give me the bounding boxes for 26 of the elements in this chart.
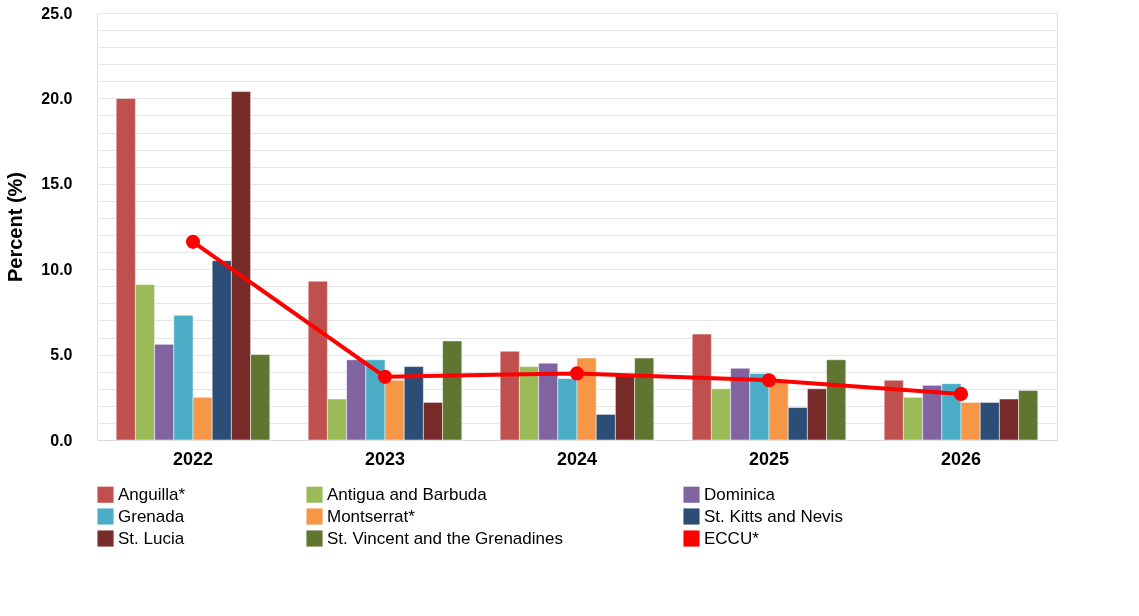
y-axis-title: Percent (%): [4, 171, 27, 283]
legend-label: Antigua and Barbuda: [327, 484, 488, 504]
y-tick-label: 20.0: [41, 89, 73, 107]
legend-label: St. Vincent and the Grenadines: [327, 528, 563, 548]
point: [761, 373, 777, 388]
x-tick-label: 2024: [556, 448, 598, 469]
x-tick-label: 2022: [172, 448, 214, 469]
point: [569, 366, 585, 381]
point: [185, 234, 201, 249]
y-tick-label: 10.0: [41, 260, 73, 278]
legend-label: St. Kitts and Nevis: [704, 506, 843, 526]
y-tick-label: 0.0: [50, 431, 73, 449]
x-tick-label: 2026: [940, 448, 982, 469]
point: [377, 369, 393, 384]
x-tick-label: 2023: [364, 448, 406, 469]
legend-label: Grenada: [118, 506, 185, 526]
y-tick-label: 5.0: [50, 346, 73, 364]
legend-label: St. Lucia: [118, 528, 185, 548]
legend-label: ECCU*: [704, 528, 760, 548]
legend-label: Dominica: [704, 484, 776, 504]
x-tick-label: 2025: [748, 448, 790, 469]
legend-label: Anguilla*: [118, 484, 186, 504]
point: [953, 386, 969, 401]
legend-label: Montserrat*: [327, 506, 416, 526]
y-tick-label: 15.0: [41, 175, 73, 193]
y-tick-label: 25.0: [41, 4, 73, 22]
